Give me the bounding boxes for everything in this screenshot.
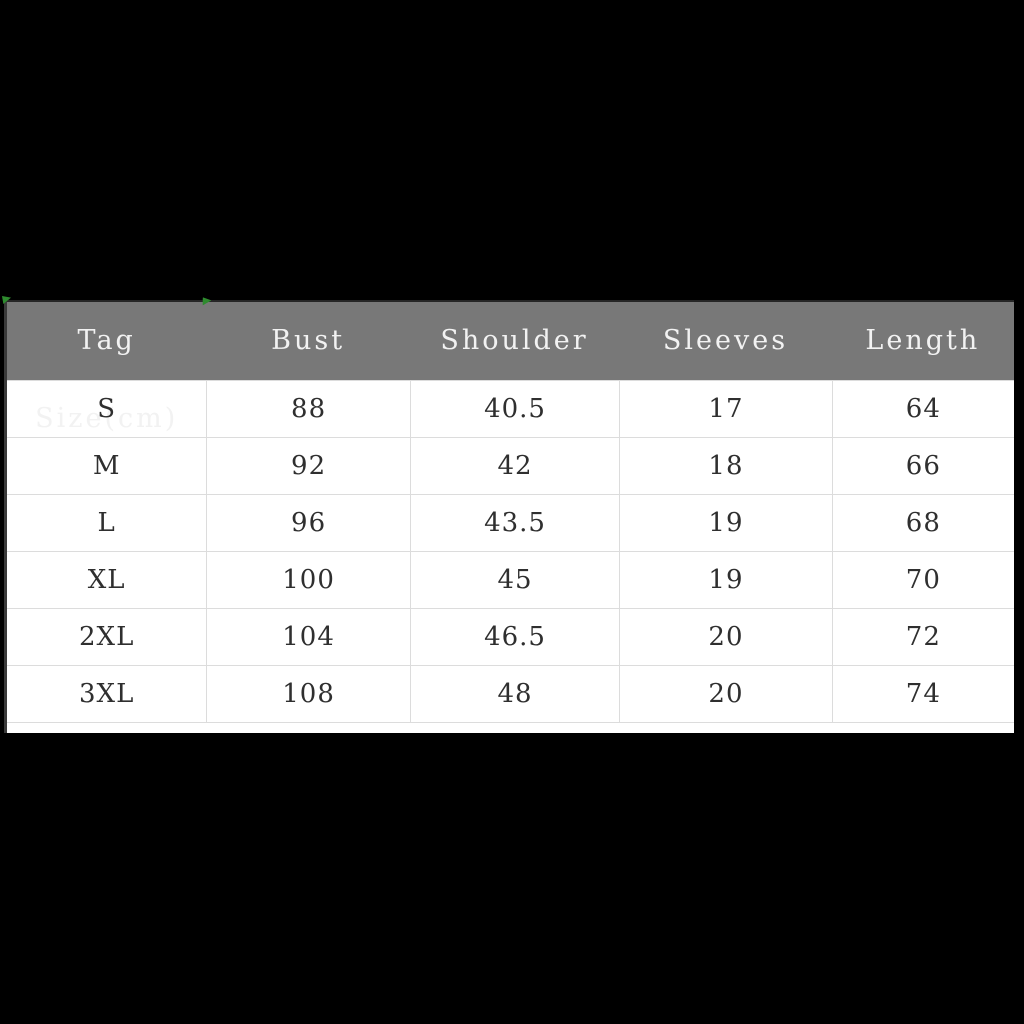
bust-cell: 100 xyxy=(206,552,409,608)
bust-cell: 88 xyxy=(206,381,409,437)
column-header-length: Length xyxy=(865,325,981,356)
sleeves-cell: 20 xyxy=(619,609,831,665)
size-chart-table: Tag Size(cm) Bust Shoulder Sleeves Lengt… xyxy=(4,300,1014,733)
length-cell: 64 xyxy=(831,381,1014,437)
shoulder-cell: 45 xyxy=(409,552,619,608)
sleeves-cell: 19 xyxy=(619,495,831,551)
shoulder-cell: 46.5 xyxy=(409,609,619,665)
column-header-sleeves: Sleeves xyxy=(662,325,789,356)
shoulder-cell: 42 xyxy=(409,438,619,494)
bust-cell: 92 xyxy=(206,438,409,494)
column-header-tag-size: Tag Size(cm) xyxy=(35,325,179,434)
table-row: L 96 43.5 19 68 xyxy=(7,494,1014,551)
length-cell: 74 xyxy=(831,666,1014,722)
size-cell: 2XL xyxy=(79,622,135,652)
size-cell: S xyxy=(97,394,117,424)
table-header-row: Tag Size(cm) Bust Shoulder Sleeves Lengt… xyxy=(7,302,1014,434)
green-artifact-speck xyxy=(2,296,11,304)
table-row: XL 100 45 19 70 xyxy=(7,551,1014,608)
column-header-bust: Bust xyxy=(271,325,346,356)
table-row: 2XL 104 46.5 20 72 xyxy=(7,608,1014,665)
length-cell: 70 xyxy=(831,552,1014,608)
size-cell: 3XL xyxy=(79,679,135,709)
length-cell: 68 xyxy=(831,495,1014,551)
column-header-shoulder: Shoulder xyxy=(440,325,589,356)
size-cell: XL xyxy=(87,565,126,595)
table-row: 3XL 108 48 20 74 xyxy=(7,665,1014,722)
sleeves-cell: 17 xyxy=(619,381,831,437)
length-cell: 66 xyxy=(831,438,1014,494)
size-cell: M xyxy=(92,451,121,481)
sleeves-cell: 19 xyxy=(619,552,831,608)
bust-cell: 96 xyxy=(206,495,409,551)
bust-cell: 108 xyxy=(206,666,409,722)
table-bottom-sliver xyxy=(7,722,1014,733)
bust-cell: 104 xyxy=(206,609,409,665)
shoulder-cell: 43.5 xyxy=(409,495,619,551)
sleeves-cell: 20 xyxy=(619,666,831,722)
length-cell: 72 xyxy=(831,609,1014,665)
size-cell: L xyxy=(97,508,116,538)
sleeves-cell: 18 xyxy=(619,438,831,494)
table-row: S 88 40.5 17 64 xyxy=(7,380,1014,437)
shoulder-cell: 48 xyxy=(409,666,619,722)
shoulder-cell: 40.5 xyxy=(409,381,619,437)
table-row: M 92 42 18 66 xyxy=(7,437,1014,494)
